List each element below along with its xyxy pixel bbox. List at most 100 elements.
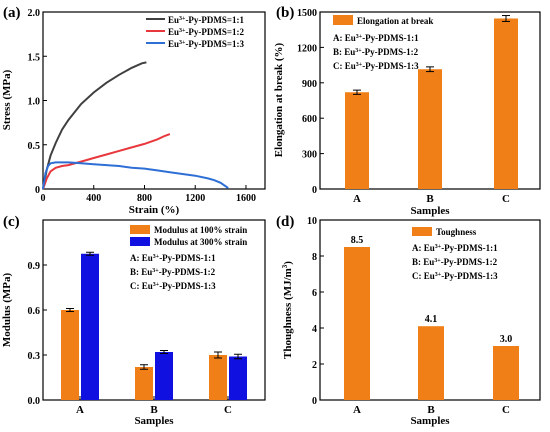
bar-series-2 (229, 356, 247, 400)
sample-note-2-base: B: Eu (412, 257, 434, 267)
panel-b-xtick-label: C (502, 193, 510, 205)
panel-d-ylabel-sup: 3 (281, 264, 289, 268)
sample-note-1: A: Eu3+-Py-PDMS-1:1 (412, 243, 498, 253)
panel-c-ytick-label: 0.6 (28, 306, 41, 317)
legend-label-2: Eu3+-Py-PDMS=1:2 (168, 27, 245, 37)
panel-c-modulus: (c) 0.0 0.3 0.6 0.9 A B C Modulus at 100% stra… (1, 214, 266, 427)
panel-b-ytick-label: 300 (302, 150, 317, 161)
panel-d-xtick-label: A (353, 404, 361, 416)
panel-c-xtick-label: C (224, 404, 232, 416)
legend-label-1-base: Eu (168, 15, 179, 25)
sample-note-3-rest: -Py-PDMS-1:3 (362, 61, 419, 71)
data-label: 4.1 (425, 314, 438, 325)
panel-a-xtick-label: 1200 (185, 193, 205, 204)
bar (418, 69, 442, 189)
legend-swatch-1 (130, 225, 150, 234)
legend-label: Elongation at break (357, 16, 433, 26)
bar (418, 326, 444, 400)
legend-label-3-base: Eu (168, 39, 179, 49)
panel-c-xtick-label: A (76, 404, 84, 416)
legend-label-1: Eu3+-Py-PDMS=1:1 (168, 15, 245, 25)
panel-d-ylabel: Thoughness (MJ/m3) (281, 261, 294, 359)
sample-note-1-sup: 3+ (153, 254, 160, 260)
bar (344, 247, 370, 400)
panel-b-xtick-label: A (353, 193, 361, 205)
panel-a-ytick-label: 0 (35, 185, 40, 196)
sample-note-2-base: B: Eu (333, 47, 355, 57)
sample-note-1-rest: -Py-PDMS-1:1 (441, 243, 498, 253)
bar (493, 346, 519, 400)
panel-d-ytick-label: 8 (312, 252, 317, 263)
panel-b-elongation: (b) 0 300 600 900 1200 1500 A B C Elongation at … (273, 5, 541, 217)
panel-b-ylabel: Elongation at break (%) (273, 42, 285, 157)
panel-d-xtick-label: B (427, 404, 435, 416)
legend-label-2-base: Eu (168, 27, 179, 37)
legend-label-2: Modulus at 300% strain (154, 237, 247, 247)
panel-a-ytick-label: 2.0 (28, 8, 41, 19)
panel-d-xlabel: Samples (410, 415, 450, 427)
panel-a-xlabel: Strain (%) (129, 204, 180, 216)
panel-b-xlabel: Samples (410, 205, 450, 217)
sample-note-2: B: Eu3+-Py-PDMS-1:2 (130, 267, 216, 277)
panel-d-ytick-label: 2 (312, 360, 317, 371)
panel-b-ytick-label: 1200 (297, 43, 317, 54)
sample-note-1-sup: 3+ (435, 244, 442, 250)
sample-note-1-sup: 3+ (356, 34, 363, 40)
panel-b-axes: 0 300 600 900 1200 1500 A B C (297, 8, 510, 205)
panel-a-xtick-label: 800 (137, 193, 152, 204)
legend-label-3: Eu3+-Py-PDMS=1:3 (168, 39, 245, 49)
panel-b-ytick-label: 600 (302, 114, 317, 125)
bar-series-2 (155, 352, 173, 400)
panel-d-ylabel-base: Thoughness (MJ/m (282, 268, 294, 359)
panel-d-ytick-label: 10 (307, 216, 317, 227)
bar (494, 18, 518, 189)
bar-series-1 (135, 367, 153, 400)
panel-c-tag: (c) (3, 214, 20, 230)
sample-note-1-base: A: Eu (130, 253, 153, 263)
series-line-3 (42, 161, 229, 190)
legend-label-1-sup: 3+ (179, 16, 186, 22)
panel-b-ytick-label: 900 (302, 79, 317, 90)
panel-b-xtick-label: B (426, 193, 434, 205)
sample-note-1: A: Eu3+-Py-PDMS-1:1 (130, 253, 216, 263)
panel-d-tag: (d) (276, 214, 294, 230)
bar (345, 92, 369, 189)
legend-label-3-sup: 3+ (179, 40, 186, 46)
sample-note-3-sup: 3+ (435, 272, 442, 278)
sample-note-2-sup: 3+ (355, 48, 362, 54)
panel-c-axes: 0.0 0.3 0.6 0.9 A B C (28, 261, 233, 416)
panel-c-ytick-label: 0.0 (28, 396, 41, 407)
sample-note-3-base: C: Eu (412, 271, 435, 281)
panel-d-ylabel-end: ) (282, 261, 294, 265)
legend-swatch (333, 15, 353, 25)
panel-a-axes: 0 0.5 1.0 1.5 2.0 0 400 800 1200 1600 (28, 8, 256, 204)
sample-note-2: B: Eu3+-Py-PDMS-1:2 (333, 47, 419, 57)
sample-note-3-sup: 3+ (153, 282, 160, 288)
panel-c-legend: Modulus at 100% strain Modulus at 300% st… (130, 225, 247, 291)
sample-note-2-rest: -Py-PDMS-1:2 (159, 267, 216, 277)
legend-swatch-2 (130, 237, 150, 246)
sample-note-3-base: C: Eu (333, 61, 356, 71)
legend-swatch (412, 227, 432, 236)
panel-c-ylabel: Modulus (MPa) (1, 273, 13, 348)
sample-note-3-rest: -Py-PDMS-1:3 (159, 281, 216, 291)
sample-note-1-base: A: Eu (412, 243, 435, 253)
panel-c-xlabel: Samples (134, 415, 174, 427)
panel-d-ytick-label: 6 (312, 288, 317, 299)
panel-a-ytick-label: 1.5 (28, 52, 41, 63)
panel-a-lines (42, 61, 229, 190)
panel-d-ytick-label: 4 (312, 324, 317, 335)
panel-c-ytick-label: 0.3 (28, 351, 41, 362)
data-label: 3.0 (500, 334, 513, 345)
panel-c-ytick-label: 0.9 (28, 261, 41, 272)
sample-note-1-rest: -Py-PDMS-1:1 (362, 33, 419, 43)
panel-a-ytick-label: 1.0 (28, 97, 41, 108)
panel-d-ytick-label: 0 (312, 396, 317, 407)
panel-b-tag: (b) (276, 5, 294, 21)
sample-note-2: B: Eu3+-Py-PDMS-1:2 (412, 257, 498, 267)
sample-note-2-rest: -Py-PDMS-1:2 (441, 257, 498, 267)
